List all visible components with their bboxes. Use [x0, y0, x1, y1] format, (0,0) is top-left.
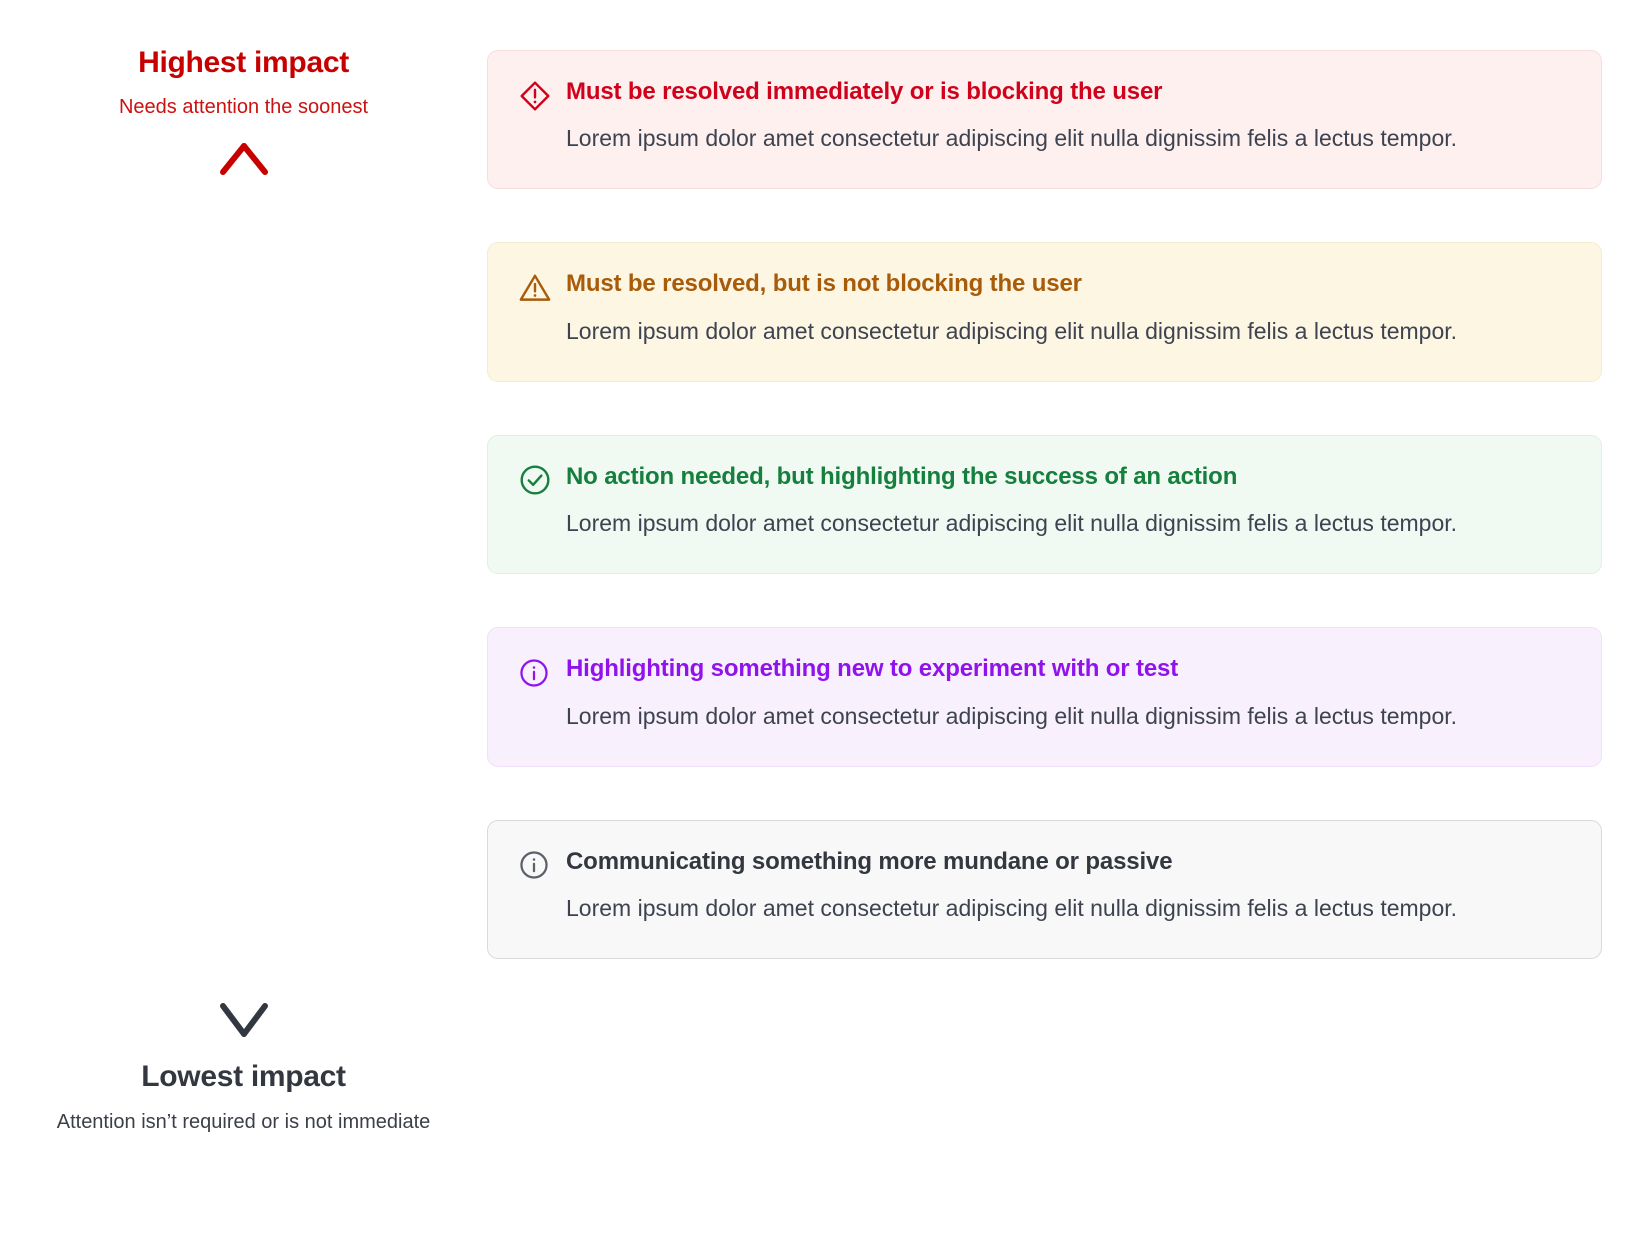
- alert-card-title: No action needed, but highlighting the s…: [566, 462, 1238, 490]
- lowest-impact-title: Lowest impact: [141, 1060, 346, 1093]
- triangle-exclamation-icon: [518, 270, 556, 302]
- alert-card-success: No action needed, but highlighting the s…: [487, 434, 1602, 575]
- impact-scale-column: Highest impact Needs attention the soone…: [0, 0, 487, 1248]
- lowest-impact-subtitle: Attention isn’t required or is not immed…: [56, 1110, 431, 1133]
- alert-card-text: Lorem ipsum dolor amet consectetur adipi…: [566, 317, 1458, 344]
- gradient-arrow-icon: [220, 143, 268, 1037]
- alert-card-title: Highlighting something new to experiment…: [566, 655, 1179, 683]
- alert-card-body: Highlighting something new to experiment…: [566, 655, 1571, 734]
- circle-info-icon: [518, 848, 556, 880]
- alert-card-body: Communicating something more mundane or …: [566, 848, 1571, 927]
- alert-card-info: Highlighting something new to experiment…: [487, 627, 1602, 767]
- alert-card-text: Lorem ipsum dolor amet consectetur adipi…: [566, 510, 1458, 537]
- alert-card-text: Lorem ipsum dolor amet consectetur adipi…: [566, 125, 1458, 152]
- circle-info-icon: [518, 655, 556, 687]
- diamond-exclamation-icon: [518, 78, 556, 111]
- alert-card-text: Lorem ipsum dolor amet consectetur adipi…: [566, 895, 1458, 922]
- alert-card-title: Communicating something more mundane or …: [566, 847, 1173, 875]
- highest-impact-label-group: Highest impact Needs attention the soone…: [0, 44, 487, 120]
- alert-card-list: Must be resolved immediately or is block…: [487, 0, 1652, 1248]
- alert-card-body: Must be resolved immediately or is block…: [566, 78, 1571, 157]
- circle-check-icon: [518, 463, 556, 495]
- lowest-impact-label-group: Lowest impact Attention isn’t required o…: [0, 1058, 487, 1135]
- alert-card-body: Must be resolved, but is not blocking th…: [566, 270, 1571, 349]
- alert-card-neutral: Communicating something more mundane or …: [487, 819, 1602, 960]
- alert-card-danger: Must be resolved immediately or is block…: [487, 50, 1602, 190]
- alert-card-warning: Must be resolved, but is not blocking th…: [487, 242, 1602, 382]
- alert-card-text: Lorem ipsum dolor amet consectetur adipi…: [566, 702, 1458, 729]
- highest-impact-title: Highest impact: [138, 46, 349, 79]
- alert-card-title: Must be resolved immediately or is block…: [566, 78, 1163, 105]
- impact-gradient-arrow: [199, 140, 289, 1040]
- highest-impact-subtitle: Needs attention the soonest: [118, 95, 369, 118]
- alert-card-body: No action needed, but highlighting the s…: [566, 463, 1571, 542]
- alert-card-title: Must be resolved, but is not blocking th…: [566, 270, 1082, 298]
